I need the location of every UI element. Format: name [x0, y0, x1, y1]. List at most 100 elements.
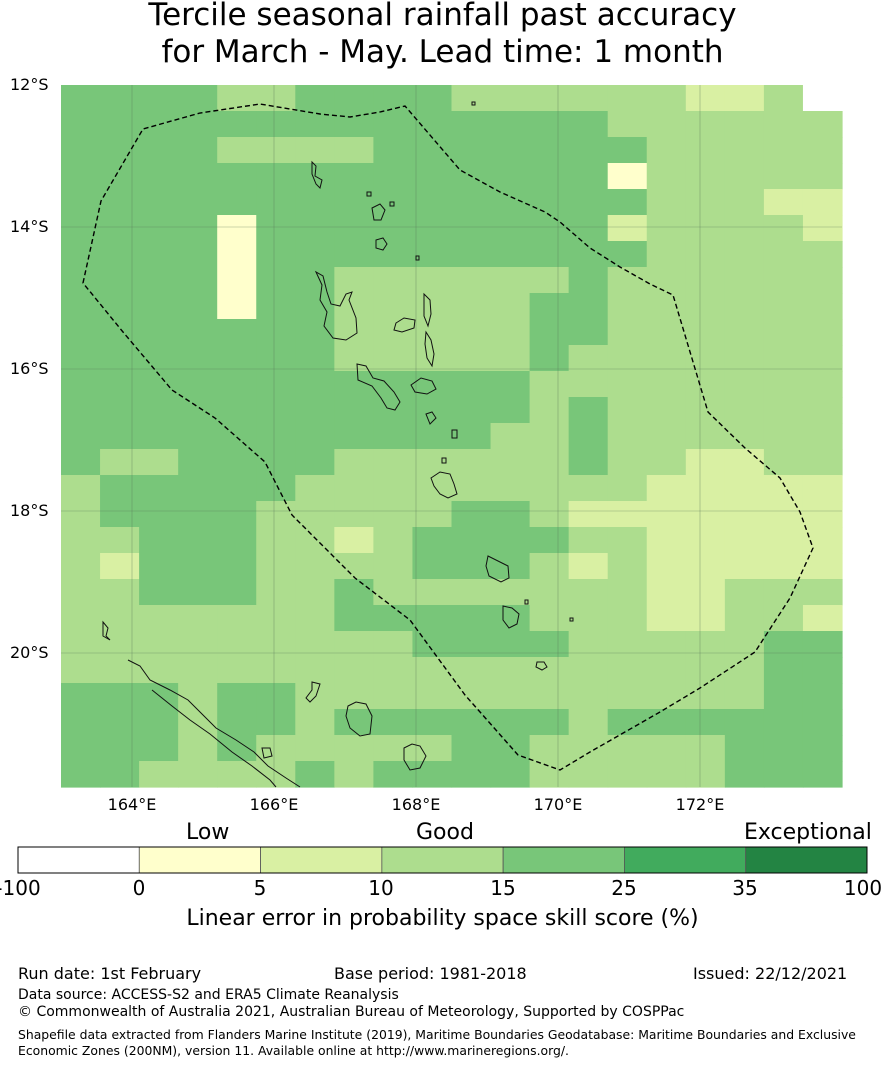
- grid-cell: [412, 449, 453, 476]
- grid-cell: [61, 761, 101, 788]
- grid-cell: [451, 397, 492, 424]
- grid-cell: [685, 111, 726, 138]
- grid-cell: [139, 163, 179, 190]
- grid-cell: [217, 579, 257, 606]
- grid-cell: [451, 709, 492, 736]
- grid-cell: [334, 605, 374, 632]
- grid-cell: [763, 397, 804, 424]
- grid-cell: [763, 267, 804, 294]
- grid-cell: [490, 683, 531, 710]
- grid-cell: [61, 605, 101, 632]
- grid-cell: [724, 605, 765, 632]
- grid-cell: [685, 215, 726, 242]
- loyalty-lifou: [345, 701, 373, 737]
- skill-grid: [61, 85, 843, 788]
- grid-cell: [256, 683, 296, 710]
- grid-cell: [724, 709, 765, 736]
- grid-cell: [763, 85, 804, 112]
- ambrym-island: [410, 377, 437, 395]
- grid-cell: [529, 631, 570, 658]
- grid-cell: [490, 579, 531, 606]
- grid-cell: [100, 605, 140, 632]
- lat-label-20s: 20°S: [10, 643, 49, 662]
- grid-cell: [139, 553, 179, 580]
- grid-cell: [607, 111, 648, 138]
- grid-cell: [178, 449, 218, 476]
- legend-tick: -100: [0, 876, 41, 900]
- efate-island: [430, 471, 458, 499]
- grid-cell: [334, 85, 374, 112]
- grid-cell: [100, 215, 140, 242]
- grid-cell: [607, 709, 648, 736]
- map-title-line2: for March - May. Lead time: 1 month: [161, 34, 724, 70]
- banks-islands: [371, 203, 386, 221]
- grid-cell: [763, 553, 804, 580]
- grid-cell: [412, 553, 453, 580]
- grid-cell: [763, 501, 804, 528]
- grid-cell: [217, 709, 257, 736]
- grid-cell: [61, 215, 101, 242]
- erromango-island: [485, 555, 510, 583]
- grid-cell: [61, 527, 101, 554]
- grid-cell: [217, 371, 257, 398]
- grid-cell: [646, 657, 687, 684]
- small-island-d: [471, 101, 476, 106]
- grid-cell: [685, 397, 726, 424]
- grid-cell: [724, 163, 765, 190]
- grid-cell: [685, 449, 726, 476]
- lat-label-16s: 16°S: [10, 359, 49, 378]
- grid-cell: [178, 215, 218, 242]
- grid-cell: [802, 631, 843, 658]
- grid-cell: [334, 397, 374, 424]
- grid-cell: [724, 111, 765, 138]
- grid-cell: [334, 267, 374, 294]
- grid-cell: [178, 85, 218, 112]
- grid-cell: [412, 683, 453, 710]
- grid-cell: [802, 189, 843, 216]
- grid-cell: [646, 137, 687, 164]
- lon-label-168e: 168°E: [391, 795, 441, 814]
- grid-cell: [685, 371, 726, 398]
- grid-cell: [529, 397, 570, 424]
- grid-cell: [217, 111, 257, 138]
- grid-cell: [763, 293, 804, 320]
- grid-cell: [607, 345, 648, 372]
- grid-cell: [373, 163, 414, 190]
- grid-cell: [490, 319, 531, 346]
- grid-cell: [568, 501, 609, 528]
- grid-cell: [295, 449, 335, 476]
- grid-cell: [724, 761, 765, 788]
- grid-cell: [763, 735, 804, 762]
- grid-cell: [763, 423, 804, 450]
- grid-cell: [763, 163, 804, 190]
- grid-cell: [529, 553, 570, 580]
- grid-cell: [763, 683, 804, 710]
- small-island-a: [366, 191, 372, 197]
- grid-cell: [178, 371, 218, 398]
- grid-cell: [373, 475, 414, 502]
- grid-cell: [139, 657, 179, 684]
- grid-cell: [217, 267, 257, 294]
- grid-cell: [412, 527, 453, 554]
- grid-cell: [724, 449, 765, 476]
- grid-cell: [802, 111, 843, 138]
- grid-cell: [256, 293, 296, 320]
- small-island-c: [415, 255, 420, 261]
- grid-cell: [490, 137, 531, 164]
- grid-cell: [802, 163, 843, 190]
- grid-cell: [178, 397, 218, 424]
- grid-cell: [685, 527, 726, 554]
- grid-cell: [178, 137, 218, 164]
- malakula-island: [356, 363, 401, 411]
- grid-cell: [61, 397, 101, 424]
- grid-cell: [490, 553, 531, 580]
- grid-cell: [490, 657, 531, 684]
- grid-cell: [451, 371, 492, 398]
- legend-category-low: Low: [186, 820, 230, 845]
- grid-cell: [178, 761, 218, 788]
- grid-cell: [646, 761, 687, 788]
- grid-cell: [607, 501, 648, 528]
- grid-cell: [802, 475, 843, 502]
- grid-cell: [724, 319, 765, 346]
- grid-cell: [373, 293, 414, 320]
